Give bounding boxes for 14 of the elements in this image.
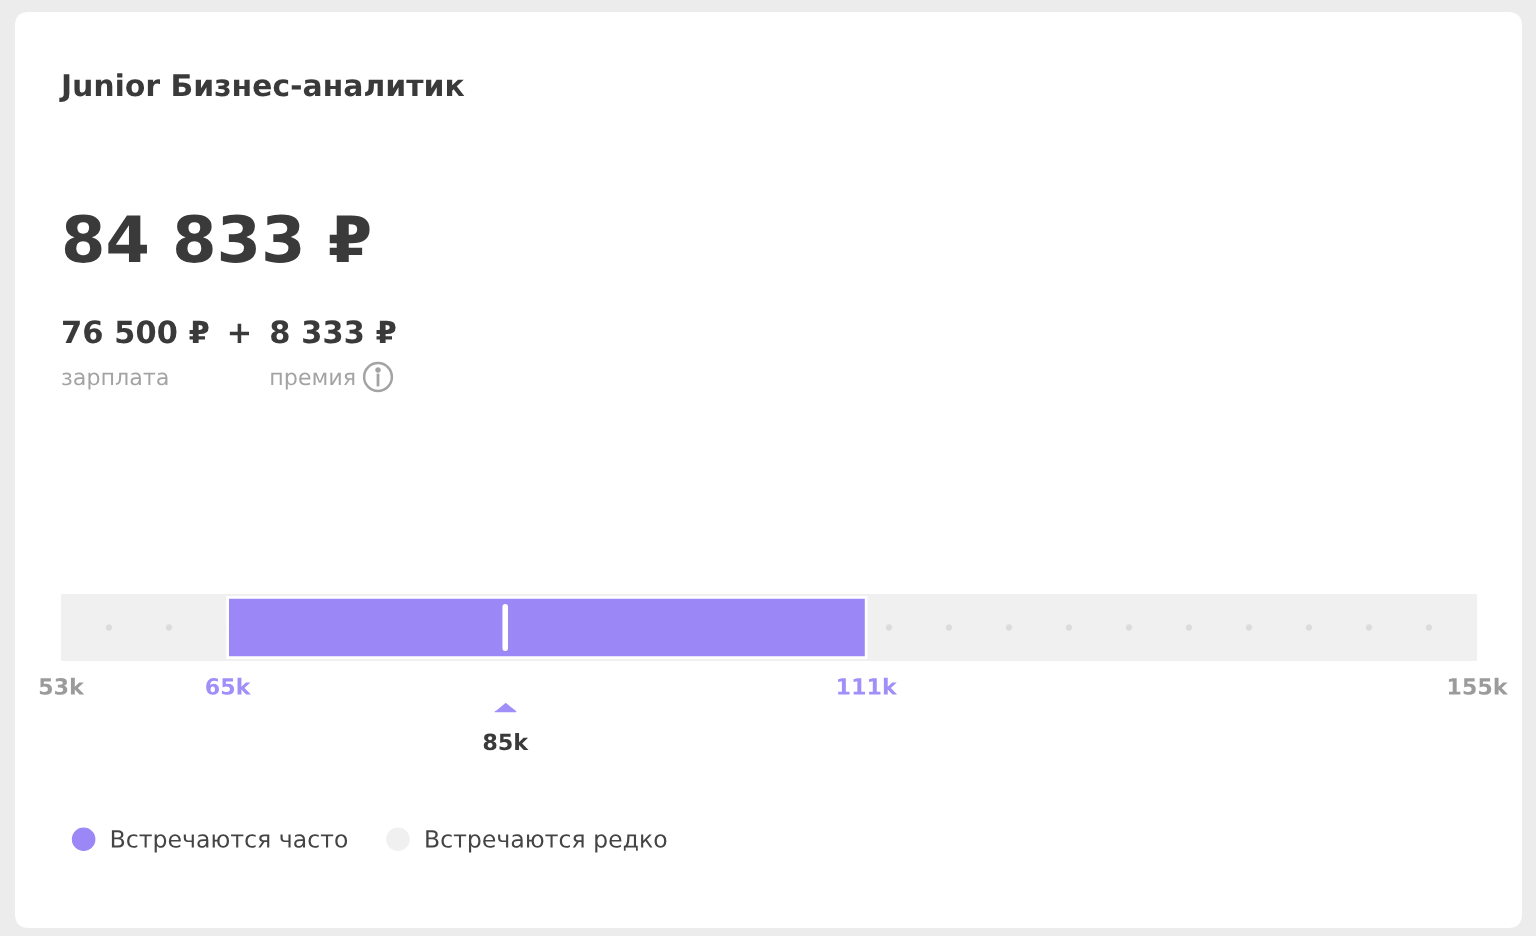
chart-title: Junior Бизнес-аналитик xyxy=(59,73,465,102)
text: + xyxy=(229,323,249,343)
text: зарплата xyxy=(62,372,168,390)
x-tick-label: 53k xyxy=(39,677,85,695)
text: 76 500 ₽ xyxy=(63,320,209,344)
x-tick-label: 65k xyxy=(206,677,251,695)
text: премия xyxy=(271,372,355,390)
text: 8 333 ₽ xyxy=(271,320,396,344)
x-tick-label: 155k xyxy=(1448,677,1509,695)
legend-label: Встречаются редко xyxy=(426,830,667,853)
x-tick-label: 111k xyxy=(838,677,898,695)
legend-label: Встречаются часто xyxy=(111,830,348,853)
chart-subtitle: 84 833 ₽ xyxy=(64,214,370,263)
annotation: 85k xyxy=(483,733,529,751)
